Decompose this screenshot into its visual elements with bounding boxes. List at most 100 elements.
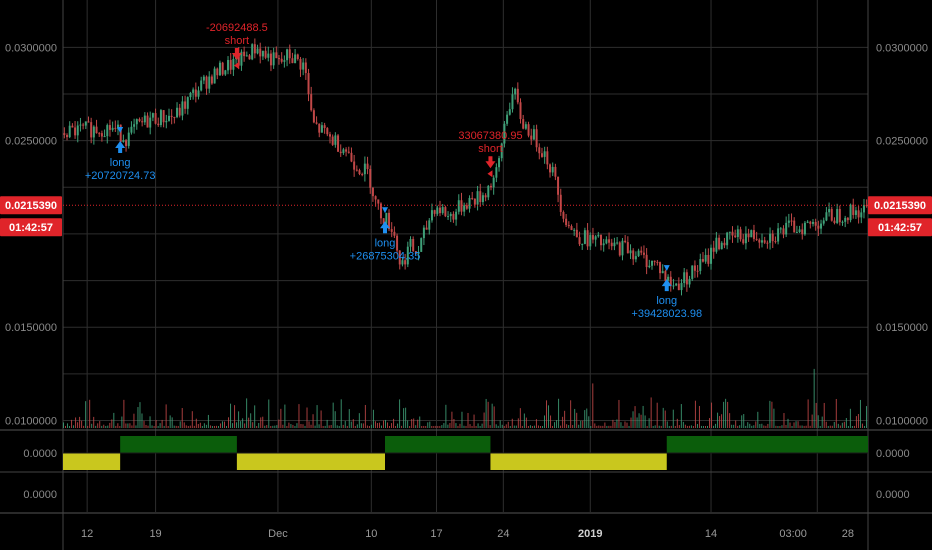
candle-body xyxy=(549,164,552,173)
volume-bar xyxy=(272,425,274,428)
osc-tick-label-left: 0.0000 xyxy=(23,448,57,460)
volume-bar xyxy=(626,422,628,428)
volume-bar xyxy=(211,425,213,428)
candle-body xyxy=(63,133,66,135)
volume-bar xyxy=(865,406,867,428)
candle-body xyxy=(377,199,380,204)
candle-body xyxy=(353,161,356,170)
volume-bar xyxy=(537,425,539,428)
volume-bar xyxy=(721,414,723,428)
volume-bar xyxy=(831,425,833,428)
volume-bar xyxy=(113,412,115,428)
trade-label: long xyxy=(110,157,131,169)
candle-body xyxy=(787,220,790,223)
candle-body xyxy=(261,50,264,57)
volume-bar xyxy=(805,425,807,428)
volume-bar xyxy=(743,414,745,428)
y-tick-label-left: 0.0150000 xyxy=(5,322,57,334)
volume-bar xyxy=(825,421,827,428)
candle-body xyxy=(366,163,369,169)
candle-body xyxy=(836,209,839,223)
volume-bar xyxy=(711,402,713,428)
volume-bar xyxy=(630,417,632,428)
volume-bar xyxy=(497,425,499,428)
volume-bar xyxy=(189,425,191,428)
trade-amount: +26875304.35 xyxy=(350,250,421,262)
candle-body xyxy=(597,234,600,237)
volume-bar xyxy=(511,418,513,428)
volume-bar xyxy=(334,411,336,428)
volume-bar xyxy=(827,425,829,428)
volume-bar xyxy=(266,425,268,428)
volume-bar xyxy=(437,425,439,428)
volume-bar xyxy=(765,425,767,428)
candle-body xyxy=(677,283,680,291)
candle-body xyxy=(251,44,254,60)
candle-body xyxy=(302,62,305,70)
volume-bar xyxy=(177,425,179,428)
candle-body xyxy=(522,119,525,129)
candle-body xyxy=(259,48,262,57)
candle-body xyxy=(731,231,734,236)
trade-label: short xyxy=(478,143,502,155)
volume-bar xyxy=(525,417,527,428)
candle-body xyxy=(715,237,718,252)
candle-body xyxy=(704,254,707,262)
candle-body xyxy=(326,128,329,135)
candle-body xyxy=(763,240,766,243)
candle-body xyxy=(114,127,117,129)
candle-body xyxy=(355,169,358,171)
trade-amount: +20720724.73 xyxy=(85,170,156,182)
volume-bar xyxy=(745,425,747,428)
candle-body xyxy=(100,133,103,137)
volume-bar xyxy=(604,422,606,428)
volume-bar xyxy=(783,413,785,428)
volume-bars xyxy=(63,368,867,428)
candle-body xyxy=(766,242,769,244)
candle-body xyxy=(393,231,396,236)
volume-bar xyxy=(280,408,282,428)
candle-body xyxy=(433,210,436,214)
candlestick-series xyxy=(63,38,868,296)
volume-bar xyxy=(304,425,306,428)
volume-bar xyxy=(155,419,157,428)
entry-marker-icon xyxy=(117,127,124,134)
volume-bar xyxy=(302,424,304,428)
volume-bar xyxy=(284,404,286,428)
short-zone xyxy=(63,453,121,470)
volume-bar xyxy=(328,425,330,428)
y-tick-label-left: 0.0100000 xyxy=(5,416,57,428)
volume-bar xyxy=(362,423,364,428)
volume-bar xyxy=(129,423,131,428)
volume-bar xyxy=(582,420,584,428)
volume-bar xyxy=(258,422,260,428)
volume-bar xyxy=(69,425,71,428)
candle-body xyxy=(538,147,541,154)
candle-body xyxy=(822,220,825,224)
trade-label: short xyxy=(225,35,249,47)
volume-bar xyxy=(771,401,773,428)
candle-body xyxy=(369,168,372,188)
candle-body xyxy=(559,194,562,212)
volume-bar xyxy=(624,421,626,428)
volume-bar xyxy=(199,422,201,428)
candle-body xyxy=(581,243,584,245)
volume-bar xyxy=(709,418,711,428)
candle-body xyxy=(726,232,729,246)
volume-bar xyxy=(127,423,129,428)
candle-body xyxy=(554,166,557,177)
candle-body xyxy=(771,233,774,242)
volume-bar xyxy=(803,425,805,428)
candle-body xyxy=(398,250,401,265)
candle-body xyxy=(793,220,796,233)
candle-body xyxy=(130,126,133,133)
candle-body xyxy=(828,209,831,213)
volume-bar xyxy=(183,422,185,428)
volume-bar xyxy=(397,423,399,428)
candle-body xyxy=(143,115,146,123)
volume-bar xyxy=(137,407,139,428)
short-zone xyxy=(236,453,385,470)
candle-body xyxy=(629,250,632,254)
volume-bar xyxy=(457,425,459,428)
